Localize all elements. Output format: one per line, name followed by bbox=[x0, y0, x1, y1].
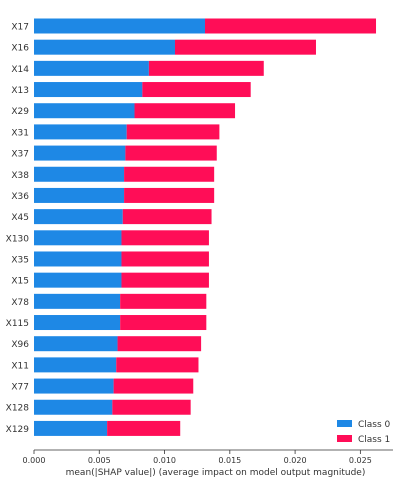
x-tick-label: 0.010 bbox=[153, 456, 176, 465]
bar-x78-class-0 bbox=[34, 293, 121, 309]
legend-label: Class 0 bbox=[358, 420, 391, 430]
x-tick-label: 0.000 bbox=[23, 456, 46, 465]
bar-x36-class-1 bbox=[124, 187, 215, 203]
category-label: X38 bbox=[11, 171, 29, 181]
bar-x15-class-1 bbox=[121, 272, 209, 288]
bar-x29-class-0 bbox=[34, 103, 135, 119]
bar-x130-class-0 bbox=[34, 230, 122, 246]
legend-label: Class 1 bbox=[358, 435, 390, 445]
category-label: X37 bbox=[11, 150, 29, 160]
bar-x129-class-1 bbox=[107, 420, 181, 436]
category-label: X129 bbox=[6, 425, 30, 435]
bar-x45-class-0 bbox=[34, 209, 123, 225]
x-axis-ticks: 0.000 0.005 0.010 0.015 0.020 0.025 bbox=[23, 450, 372, 465]
x-tick-label: 0.025 bbox=[349, 456, 372, 465]
category-label: X96 bbox=[11, 340, 29, 350]
bar-x29-class-1 bbox=[134, 103, 236, 119]
category-label: X11 bbox=[11, 361, 29, 371]
category-label: X29 bbox=[11, 107, 29, 117]
category-label: X130 bbox=[6, 234, 30, 244]
category-label: X31 bbox=[11, 128, 29, 138]
category-label: X17 bbox=[11, 23, 29, 33]
bar-x31-class-1 bbox=[126, 124, 220, 140]
category-label: X14 bbox=[11, 65, 29, 75]
category-label: X15 bbox=[11, 277, 29, 287]
category-label: X16 bbox=[11, 44, 29, 54]
bar-x17-class-1 bbox=[205, 18, 377, 34]
bar-x37-class-1 bbox=[125, 145, 217, 161]
bar-x13-class-1 bbox=[142, 82, 251, 98]
bar-x96-class-0 bbox=[34, 336, 118, 352]
bar-x35-class-0 bbox=[34, 251, 122, 267]
bar-x17-class-0 bbox=[34, 18, 206, 34]
bar-x38-class-1 bbox=[124, 166, 215, 182]
bar-x128-class-0 bbox=[34, 399, 113, 415]
legend-swatch-class-0 bbox=[337, 420, 352, 427]
category-labels: X17 X16 X14 X13 X29 X31 X37 X38 X36 X45 X130 X35 X15… bbox=[6, 23, 30, 435]
bar-x31-class-0 bbox=[34, 124, 127, 140]
bar-x13-class-0 bbox=[34, 82, 143, 98]
bar-x11-class-1 bbox=[116, 357, 199, 373]
category-label: X13 bbox=[11, 86, 29, 96]
x-tick-label: 0.015 bbox=[218, 456, 241, 465]
x-axis-label: mean(|SHAP value|) (average impact on mo… bbox=[66, 468, 366, 478]
category-label: X36 bbox=[11, 192, 29, 202]
bar-x115-class-1 bbox=[120, 315, 207, 331]
legend: Class 0 Class 1 bbox=[337, 420, 391, 445]
bar-x77-class-1 bbox=[113, 378, 194, 394]
bar-x128-class-1 bbox=[112, 399, 191, 415]
category-label: X115 bbox=[6, 319, 29, 329]
x-tick-label: 0.005 bbox=[88, 456, 111, 465]
category-label: X128 bbox=[6, 404, 30, 414]
bar-x115-class-0 bbox=[34, 315, 121, 331]
category-label: X77 bbox=[11, 383, 29, 393]
bar-x16-class-0 bbox=[34, 39, 175, 55]
bar-x130-class-1 bbox=[121, 230, 209, 246]
bar-x45-class-1 bbox=[122, 209, 212, 225]
bar-x14-class-0 bbox=[34, 60, 149, 76]
bar-x15-class-0 bbox=[34, 272, 122, 288]
bar-x14-class-1 bbox=[148, 60, 264, 76]
bar-x37-class-0 bbox=[34, 145, 126, 161]
x-tick-label: 0.020 bbox=[284, 456, 307, 465]
bar-x78-class-1 bbox=[120, 293, 207, 309]
legend-swatch-class-1 bbox=[337, 435, 352, 442]
bar-x36-class-0 bbox=[34, 187, 125, 203]
bar-x11-class-0 bbox=[34, 357, 117, 373]
bar-x35-class-1 bbox=[121, 251, 209, 267]
category-label: X35 bbox=[11, 255, 29, 265]
bar-x77-class-0 bbox=[34, 378, 114, 394]
category-label: X78 bbox=[11, 298, 29, 308]
bar-x38-class-0 bbox=[34, 166, 125, 182]
bar-x129-class-0 bbox=[34, 420, 108, 436]
bar-x96-class-1 bbox=[117, 336, 202, 352]
bar-x16-class-1 bbox=[174, 39, 316, 55]
bars-layer bbox=[34, 18, 377, 436]
category-label: X45 bbox=[11, 213, 29, 223]
